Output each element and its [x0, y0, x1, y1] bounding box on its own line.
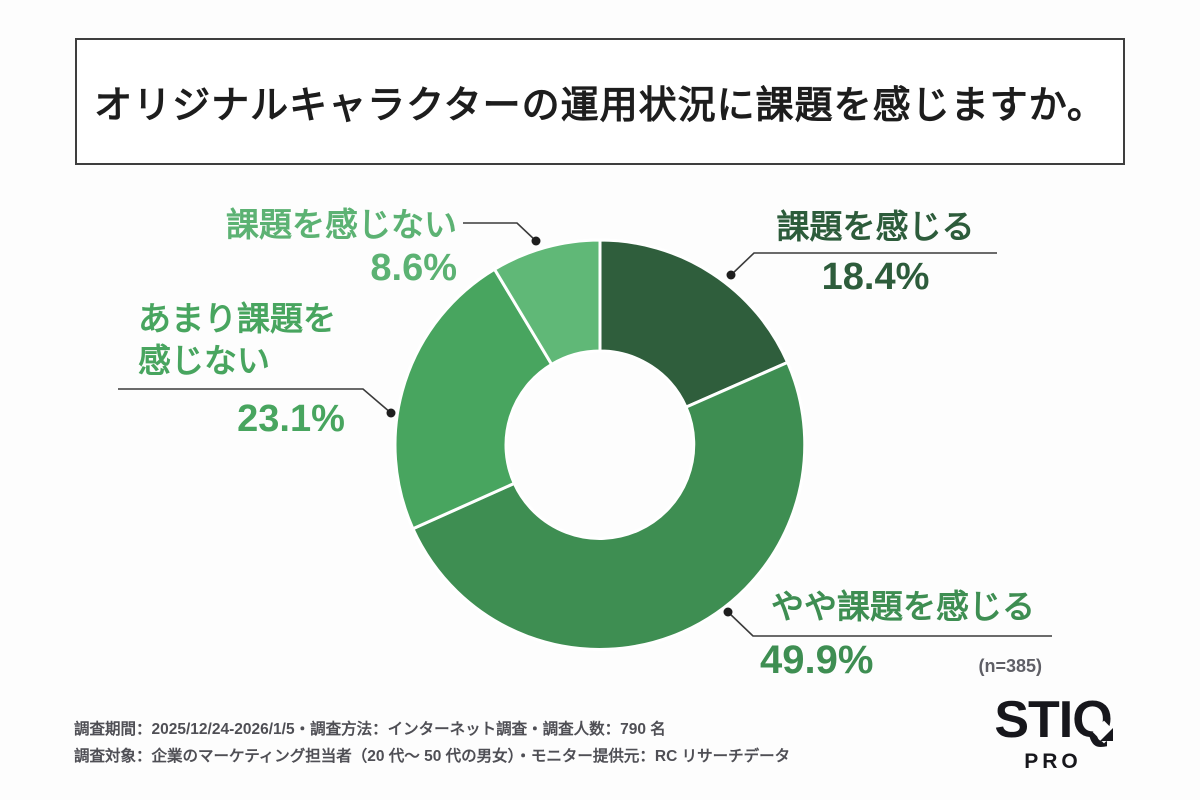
leader-dot-3 — [531, 236, 541, 246]
donut-segment-1 — [411, 360, 807, 651]
brand-logo-subtext: PRO — [1024, 750, 1082, 773]
donut-segment-3 — [493, 238, 602, 366]
leader-line-2 — [118, 388, 392, 414]
leader-line-0 — [730, 252, 997, 276]
leader-line-1 — [727, 611, 1052, 637]
donut-segment-0 — [598, 238, 790, 409]
survey-footer-line2: 調査対象：企業のマーケティング担当者（20 代～ 50 代の男女）・モニター提供… — [74, 748, 791, 765]
callout-pct-kanjinai: 8.6% — [370, 247, 457, 289]
leader-dot-2 — [386, 408, 396, 418]
callout-pct-kadai-kanjiru: 18.4% — [821, 256, 930, 298]
page-title: オリジナルキャラクターの運用状況に課題を感じますか。 — [94, 85, 1106, 127]
leader-dot-0 — [726, 270, 736, 280]
callout-label-kanjinai: 課題を感じない — [226, 206, 457, 243]
callout-label-kadai-kanjiru: 課題を感じる — [776, 208, 975, 245]
title-box: オリジナルキャラクターの運用状況に課題を感じますか。 — [75, 38, 1125, 165]
survey-footer-line1: 調査期間：2025/12/24-2026/1/5・調査方法：インターネット調査・… — [74, 721, 666, 738]
callout-label-amari-kanjinai: あまり課題を 感じない — [138, 300, 336, 379]
sample-size-note: (n=385) — [978, 656, 1042, 676]
brand-logo-wordmark: STIQ — [994, 691, 1112, 749]
leader-line-3 — [463, 222, 537, 242]
brand-logo: STIQ PRO — [973, 692, 1133, 774]
donut-segment-2 — [393, 267, 554, 531]
survey-footer: 調査期間：2025/12/24-2026/1/5・調査方法：インターネット調査・… — [74, 716, 790, 770]
leader-dot-1 — [723, 607, 733, 617]
callout-label-yaya-kanjiru: やや課題を感じる — [771, 588, 1035, 625]
callout-pct-amari-kanjinai: 23.1% — [237, 398, 345, 440]
callout-pct-yaya-kanjiru: 49.9% — [760, 638, 874, 682]
